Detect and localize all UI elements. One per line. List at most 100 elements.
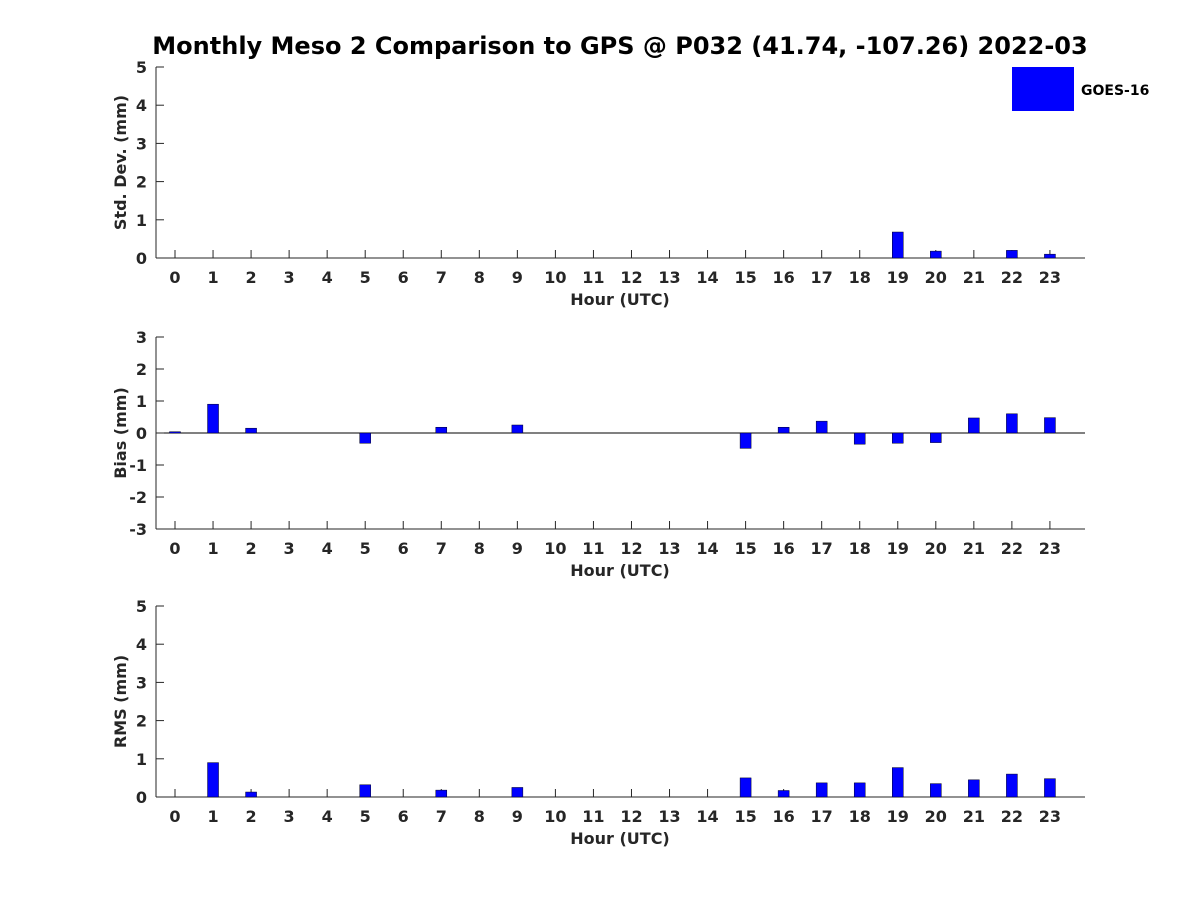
x-tick-label: 20 <box>925 268 947 287</box>
x-tick-label: 19 <box>887 807 909 826</box>
bar <box>169 431 181 434</box>
x-tick-label: 7 <box>436 539 447 558</box>
bar <box>245 791 257 798</box>
x-tick-label: 8 <box>474 807 485 826</box>
x-tick-label: 15 <box>734 268 756 287</box>
x-tick-label: 21 <box>963 539 985 558</box>
y-tick-label: 0 <box>136 788 147 807</box>
x-tick-label: 0 <box>169 807 180 826</box>
bar <box>853 782 866 798</box>
bar <box>968 779 980 798</box>
x-tick-label: 5 <box>360 539 371 558</box>
x-tick-label: 16 <box>773 539 795 558</box>
x-tick-label: 12 <box>620 807 642 826</box>
x-tick-label: 7 <box>436 268 447 287</box>
x-tick-label: 10 <box>544 807 566 826</box>
x-tick-label: 0 <box>169 539 180 558</box>
y-tick-label: 1 <box>136 392 147 411</box>
chart-title: Monthly Meso 2 Comparison to GPS @ P032 … <box>152 32 1087 60</box>
x-tick-label: 8 <box>474 268 485 287</box>
y-tick-label: 3 <box>136 328 147 347</box>
x-tick-label: 0 <box>169 268 180 287</box>
x-tick-label: 14 <box>696 539 718 558</box>
y-axis-label: Std. Dev. (mm) <box>111 95 130 230</box>
bar <box>435 789 448 798</box>
x-tick-label: 7 <box>436 807 447 826</box>
x-tick-label: 6 <box>398 268 409 287</box>
x-tick-label: 20 <box>925 539 947 558</box>
bar <box>511 424 524 434</box>
x-tick-label: 13 <box>658 268 680 287</box>
x-tick-label: 10 <box>544 539 566 558</box>
y-tick-label: -2 <box>129 488 147 507</box>
x-tick-label: 2 <box>246 539 257 558</box>
x-tick-label: 3 <box>284 539 295 558</box>
y-axis-label: Bias (mm) <box>111 387 130 479</box>
x-tick-label: 22 <box>1001 539 1023 558</box>
y-tick-label: 0 <box>136 249 147 268</box>
legend-swatch <box>1012 67 1074 111</box>
bar <box>207 403 219 434</box>
x-tick-label: 23 <box>1039 807 1061 826</box>
bar <box>511 787 524 798</box>
x-tick-label: 14 <box>696 268 718 287</box>
x-tick-label: 9 <box>512 268 523 287</box>
y-tick-label: -3 <box>129 520 147 539</box>
bar <box>930 250 942 259</box>
y-tick-label: -1 <box>129 456 147 475</box>
bar <box>853 432 866 445</box>
x-tick-label: 3 <box>284 807 295 826</box>
y-tick-label: 4 <box>136 96 147 115</box>
x-tick-label: 11 <box>582 539 604 558</box>
x-tick-label: 4 <box>322 807 333 826</box>
x-tick-label: 21 <box>963 807 985 826</box>
x-tick-label: 1 <box>207 807 218 826</box>
x-tick-label: 17 <box>811 539 833 558</box>
x-tick-label: 16 <box>773 807 795 826</box>
x-tick-label: 11 <box>582 268 604 287</box>
y-tick-label: 5 <box>136 58 147 77</box>
x-tick-label: 17 <box>811 807 833 826</box>
x-tick-label: 19 <box>887 268 909 287</box>
x-tick-label: 22 <box>1001 268 1023 287</box>
bar <box>1006 773 1018 798</box>
legend-label: GOES-16 <box>1081 83 1149 99</box>
bar <box>930 783 942 798</box>
x-tick-label: 6 <box>398 539 409 558</box>
x-axis-label: Hour (UTC) <box>570 290 670 309</box>
bar <box>892 231 904 259</box>
x-tick-label: 4 <box>322 268 333 287</box>
bar <box>777 426 790 434</box>
legend: GOES-16 <box>1012 67 1149 111</box>
y-tick-label: 3 <box>136 134 147 153</box>
y-axis-label: RMS (mm) <box>111 655 130 748</box>
x-tick-label: 15 <box>734 539 756 558</box>
x-tick-label: 18 <box>849 539 871 558</box>
x-tick-label: 15 <box>734 807 756 826</box>
bar <box>968 417 980 434</box>
x-tick-label: 18 <box>849 268 871 287</box>
bar <box>1044 417 1056 434</box>
y-tick-label: 2 <box>136 173 147 192</box>
x-tick-label: 9 <box>512 539 523 558</box>
x-tick-label: 20 <box>925 807 947 826</box>
x-tick-label: 13 <box>658 539 680 558</box>
bar <box>739 777 752 798</box>
bar <box>1044 778 1056 798</box>
bar <box>815 782 828 798</box>
x-tick-label: 23 <box>1039 268 1061 287</box>
y-tick-label: 1 <box>136 211 147 230</box>
bar <box>892 767 904 798</box>
y-tick-label: 3 <box>136 673 147 692</box>
x-tick-label: 12 <box>620 268 642 287</box>
x-tick-label: 6 <box>398 807 409 826</box>
x-tick-label: 12 <box>620 539 642 558</box>
x-axis-label: Hour (UTC) <box>570 829 670 848</box>
bar <box>892 432 904 444</box>
x-tick-label: 1 <box>207 539 218 558</box>
